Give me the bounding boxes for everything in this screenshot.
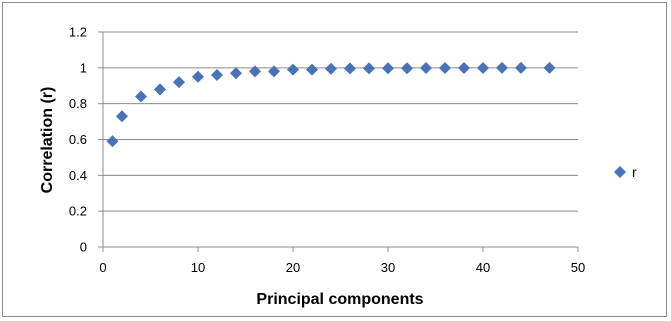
y-tick-label: 0.8	[69, 96, 87, 111]
data-point	[106, 135, 119, 148]
data-point	[515, 61, 527, 74]
y-tick-label: 0.4	[69, 168, 87, 183]
data-point	[154, 83, 166, 96]
data-point	[401, 62, 413, 75]
data-point	[496, 61, 508, 74]
y-tick-label: 0	[80, 240, 87, 255]
x-axis-title: Principal components	[256, 291, 423, 308]
data-point	[344, 62, 356, 75]
x-tick-labels: 0 10 20 30 40 50	[99, 260, 585, 275]
y-tick-label: 0.6	[69, 132, 87, 147]
data-point	[249, 65, 261, 78]
data-point	[116, 110, 128, 123]
legend-label-r: r	[632, 164, 637, 180]
gridlines	[103, 31, 578, 212]
data-point	[543, 61, 556, 74]
x-tick-label: 0	[99, 260, 106, 275]
y-tick-label: 1.2	[69, 25, 87, 40]
x-tick-label: 10	[191, 260, 205, 275]
data-point	[382, 62, 394, 75]
x-tick-label: 30	[381, 260, 395, 275]
x-tick-label: 50	[571, 260, 585, 275]
data-point	[306, 63, 318, 76]
data-point	[173, 76, 185, 89]
data-point	[287, 63, 299, 76]
data-point	[268, 65, 280, 78]
data-points	[106, 61, 556, 148]
y-tick-label: 0.2	[69, 204, 87, 219]
data-point	[363, 62, 375, 75]
data-point	[439, 62, 451, 75]
data-point	[230, 67, 242, 80]
chart-frame	[2, 2, 667, 317]
legend-marker-r	[614, 166, 626, 178]
axes	[98, 31, 579, 252]
data-point	[458, 62, 470, 75]
data-point	[192, 70, 204, 83]
legend: r	[614, 164, 637, 180]
y-tick-label: 1	[80, 60, 87, 75]
data-point	[325, 62, 337, 75]
data-point	[211, 69, 223, 81]
y-tick-labels: 0 0.2 0.4 0.6 0.8 1 1.2	[69, 25, 87, 255]
data-point	[477, 62, 489, 75]
data-point	[135, 90, 147, 103]
x-tick-label: 40	[476, 260, 490, 275]
data-point	[420, 62, 432, 75]
x-tick-label: 20	[286, 260, 300, 275]
y-axis-title: Correlation (r)	[39, 87, 56, 194]
